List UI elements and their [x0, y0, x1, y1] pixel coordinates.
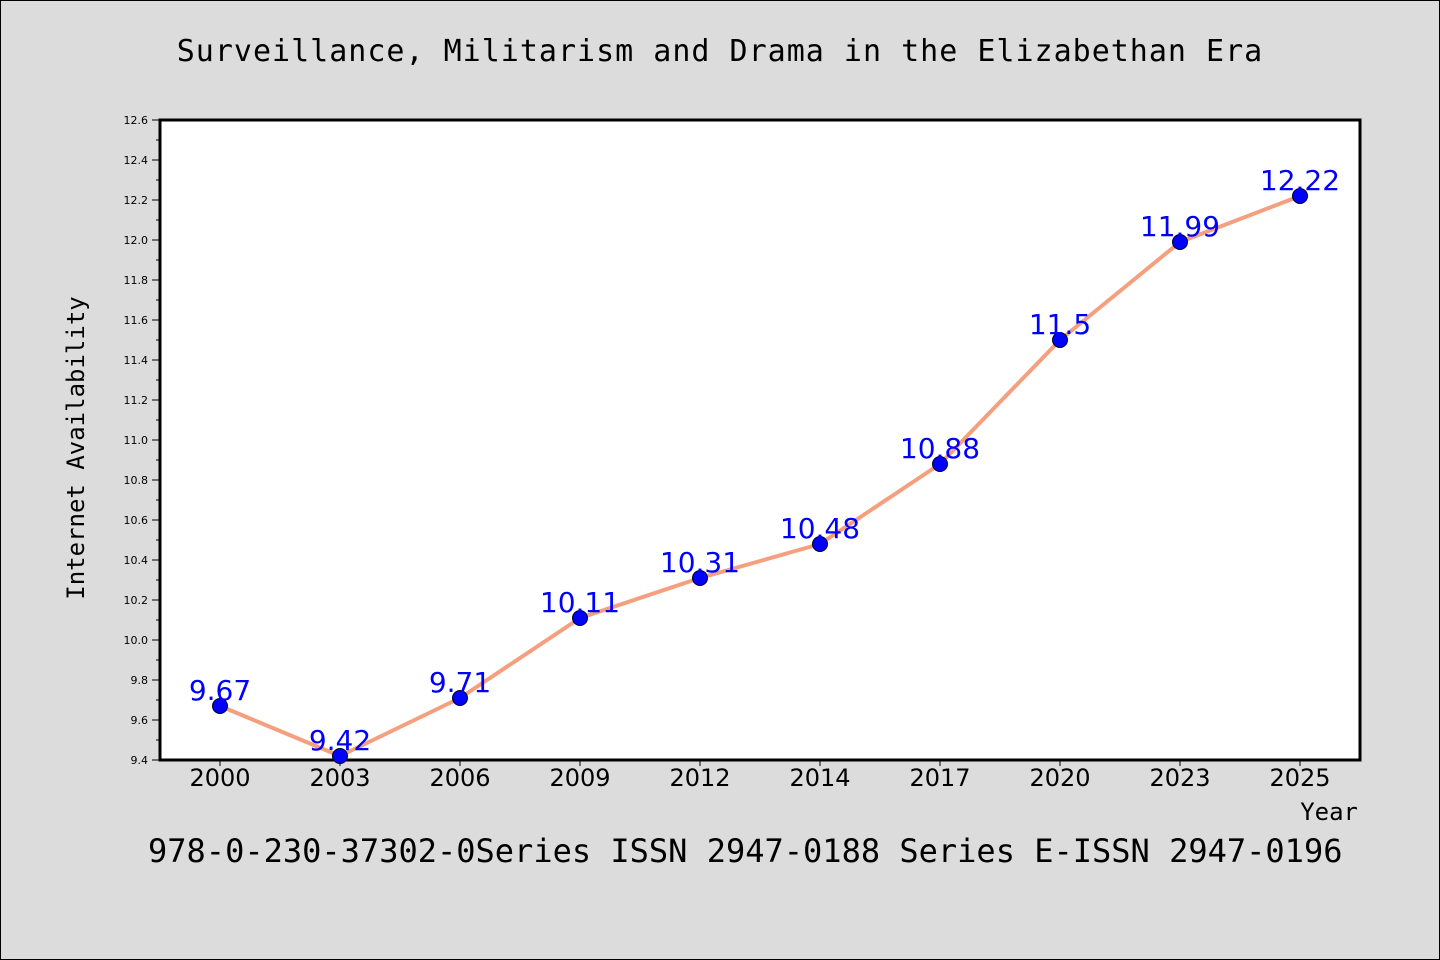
y-tick-label: 9.8	[131, 674, 149, 687]
data-label: 10.48	[780, 512, 860, 545]
data-point	[692, 570, 708, 586]
y-tick-label: 11.2	[124, 394, 149, 407]
series-polyline	[219, 194, 1301, 758]
y-tick-label: 10.2	[124, 594, 149, 607]
x-tick-label: 2012	[669, 764, 730, 792]
y-tick-label: 11.8	[124, 274, 149, 287]
data-label: 11.5	[1029, 308, 1091, 341]
x-tick-label: 2017	[909, 764, 970, 792]
data-label: 10.31	[660, 546, 740, 579]
data-label: 12.22	[1260, 164, 1340, 197]
data-point	[932, 456, 948, 472]
plot-area	[158, 118, 1362, 762]
y-tick-label: 11.0	[124, 434, 149, 447]
x-tick-label: 2023	[1149, 764, 1210, 792]
data-point	[332, 748, 348, 764]
y-axis-ticks: 9.4 9.6 9.8 10.0 10.2 10.4 10.6 10.8 11.0 11.2 11.…	[124, 114, 160, 767]
x-tick-label: 2020	[1029, 764, 1090, 792]
y-tick-label: 12.6	[124, 114, 149, 127]
data-label: 9.42	[309, 724, 371, 757]
data-point	[1052, 332, 1068, 348]
data-points	[212, 188, 1308, 764]
data-label: 9.71	[429, 666, 491, 699]
y-tick-label: 10.0	[124, 634, 149, 647]
data-labels: 9.67 9.42 9.71 10.11 10.31 10.48 10.88 11.5 11.9…	[189, 164, 1340, 757]
data-point	[572, 610, 588, 626]
caption-isbn: 978-0-230-37302-0Series ISSN 2947-0188 S…	[148, 832, 1343, 870]
data-label: 10.11	[540, 586, 620, 619]
data-point	[212, 698, 228, 714]
data-label: 10.88	[900, 432, 980, 465]
series-line	[219, 194, 1301, 758]
x-axis-ticks: 2000 2003 2006 2009 2012 2014 2017 2020 2023 2025	[189, 760, 1331, 792]
data-label: 11.99	[1140, 210, 1220, 243]
data-point	[1292, 188, 1308, 204]
y-tick-label: 12.4	[124, 154, 149, 167]
data-point	[812, 536, 828, 552]
x-axis-label: Year	[1300, 798, 1358, 826]
y-tick-label: 10.4	[124, 554, 149, 567]
data-label: 9.67	[189, 674, 251, 707]
chart-title: Surveillance, Militarism and Drama in th…	[176, 34, 1264, 69]
y-tick-label: 12.2	[124, 194, 149, 207]
data-point	[1172, 234, 1188, 250]
y-tick-label: 9.4	[131, 754, 149, 767]
y-tick-label: 11.6	[124, 314, 149, 327]
y-tick-label: 11.4	[124, 354, 149, 367]
y-tick-label: 10.8	[124, 474, 149, 487]
y-tick-label: 9.6	[131, 714, 149, 727]
x-tick-label: 2003	[309, 764, 370, 792]
y-tick-label: 10.6	[124, 514, 149, 527]
x-tick-label: 2009	[549, 764, 610, 792]
y-tick-label: 12.0	[124, 234, 149, 247]
x-tick-label: 2000	[189, 764, 250, 792]
y-axis-label: Internet Availability	[62, 296, 90, 599]
x-tick-label: 2006	[429, 764, 490, 792]
data-point	[452, 690, 468, 706]
x-tick-label: 2025	[1269, 764, 1330, 792]
x-tick-label: 2014	[789, 764, 850, 792]
